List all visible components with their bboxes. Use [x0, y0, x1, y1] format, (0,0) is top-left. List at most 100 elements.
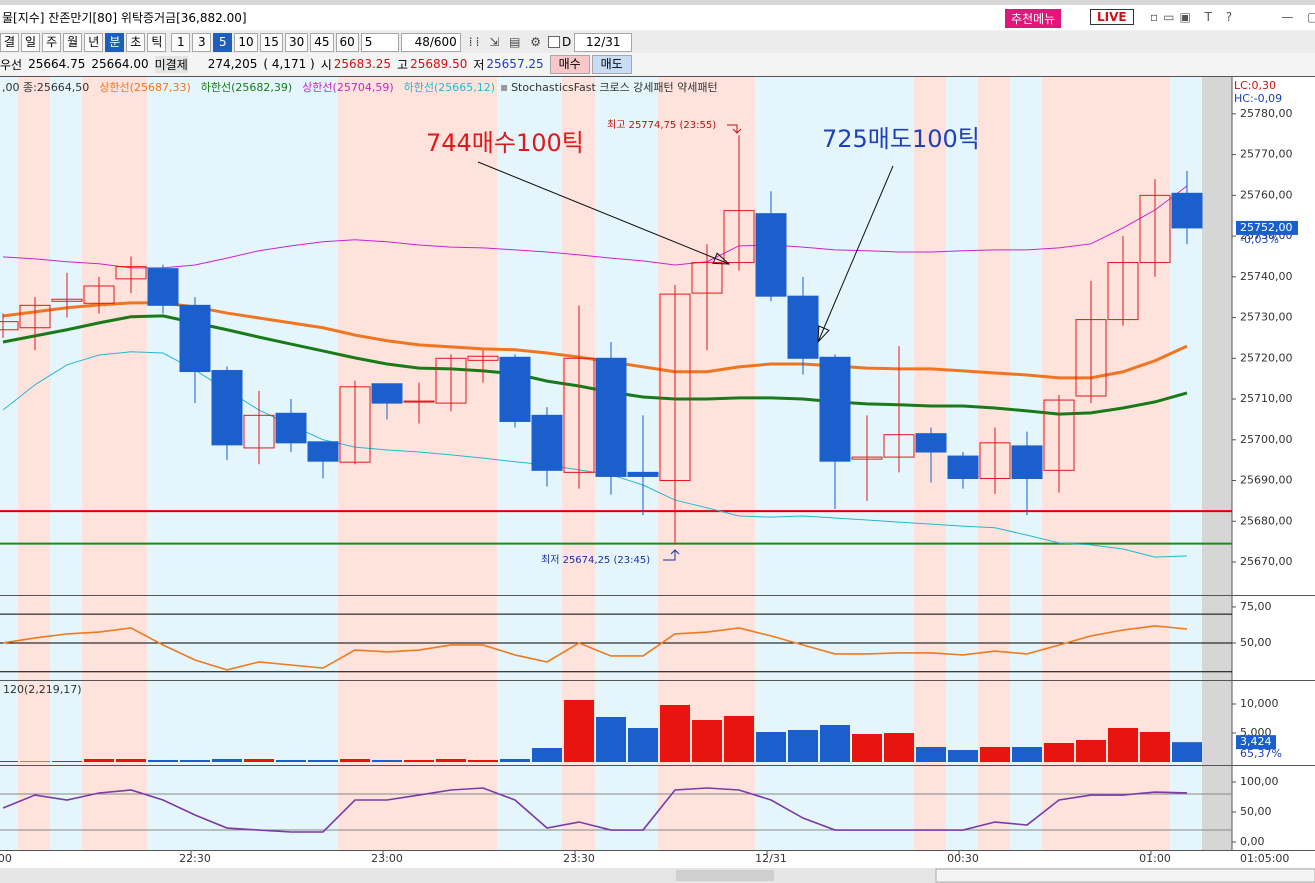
session-stripe	[147, 76, 338, 850]
candle-body	[147, 268, 179, 306]
checkbox[interactable]	[548, 36, 561, 48]
volume-bar	[0, 761, 18, 763]
volume-bar	[1044, 743, 1074, 763]
session-stripe	[82, 76, 147, 850]
interval-button[interactable]: 5	[213, 32, 233, 52]
volume-bar	[884, 733, 914, 763]
candle-body	[243, 414, 275, 449]
last-price-label: 25752,00	[1240, 221, 1293, 234]
quote-label: 미결제	[154, 55, 188, 73]
volume-bar	[1108, 728, 1138, 763]
high-marker	[727, 124, 742, 134]
volume-bar	[276, 760, 306, 763]
legend-entry: 하한선(25682,39)	[201, 80, 292, 94]
candle-body	[1043, 399, 1075, 471]
quote-value: 274,205	[207, 57, 258, 71]
session-stripe	[978, 76, 1010, 850]
quote-value: 25683.25	[333, 57, 392, 71]
volume-bar	[724, 716, 754, 763]
interval-button[interactable]: 60	[335, 32, 359, 52]
x-tick-label: 23:30	[563, 852, 595, 865]
volume-bar	[372, 760, 402, 763]
toolbar: 결 일 주 월 년 분 초 틱 1 3 5 10 15 30 45 60 5 4…	[0, 31, 1315, 53]
quote-value: ( 4,171 )	[263, 57, 315, 71]
change-label: -0,03%	[1240, 233, 1279, 246]
volume-bar	[1076, 740, 1106, 763]
volume-bar	[852, 733, 882, 763]
volume-bar	[308, 760, 338, 763]
period-button[interactable]: 월	[63, 32, 83, 52]
date-field[interactable]: 12/31	[574, 32, 633, 52]
y-tick-label: 25720,00	[1240, 351, 1293, 364]
ratio-label: 65,37%	[1240, 747, 1282, 760]
volume-bar	[788, 730, 818, 763]
candle-body	[435, 357, 467, 404]
candle-body	[115, 266, 147, 280]
candle-body	[275, 412, 307, 444]
period-button[interactable]: 결	[0, 32, 20, 52]
volume-bar	[84, 759, 114, 763]
quote-value: 25664.00	[91, 57, 149, 71]
quote-value: 25657.25	[486, 57, 544, 71]
period-button[interactable]: 틱	[147, 32, 167, 52]
candle-body	[1075, 319, 1107, 397]
volume-bar	[436, 759, 466, 763]
x-tick-label: 01:00	[1139, 852, 1171, 865]
candle-body	[723, 210, 755, 264]
volume-bar	[52, 761, 82, 763]
hc-label: HC:-0,09	[1234, 92, 1282, 105]
period-button[interactable]: 일	[21, 32, 41, 52]
time-axis	[0, 851, 1232, 868]
interval-button[interactable]: 15	[259, 32, 283, 52]
volume-bar	[820, 725, 850, 763]
y-tick-label: 10,000	[1240, 697, 1279, 710]
volume-bar	[1012, 747, 1042, 763]
period-button[interactable]: 초	[126, 32, 146, 52]
legend-entry: 상한선(25687,33)	[99, 81, 190, 94]
count-field[interactable]: 48/600	[400, 32, 461, 52]
buy-button[interactable]: 매수	[549, 54, 590, 74]
legend-entry: 상한선(25704,59)	[302, 81, 393, 94]
interval-button[interactable]: 10	[234, 32, 258, 52]
y-tick-label: 50,00	[1240, 636, 1272, 649]
period-button[interactable]: 분	[105, 32, 125, 52]
interval-button[interactable]: 3	[192, 32, 212, 52]
candle-body	[915, 433, 947, 453]
candle-body	[51, 298, 83, 302]
volume-bar	[244, 759, 274, 763]
volume-bar	[564, 699, 594, 763]
volume-bar	[468, 760, 498, 763]
window-icons[interactable]: ▫▭▣ T ? — ▢ ✕	[1150, 10, 1315, 24]
session-stripe	[1042, 76, 1170, 850]
interval-button[interactable]: 45	[310, 32, 334, 52]
quote-bar: 우선 25664.75 25664.00 미결제 274,205 ( 4,171…	[0, 53, 1315, 75]
scroll-controls[interactable]	[935, 868, 1315, 883]
candle-body	[979, 442, 1011, 479]
interval-button[interactable]: 30	[284, 32, 309, 52]
period-button[interactable]: 주	[42, 32, 62, 52]
candle-body	[755, 213, 787, 297]
volume-bar	[148, 760, 178, 763]
menu-button[interactable]: 추천메뉴	[1005, 9, 1062, 28]
y-tick-label: 25760,00	[1240, 188, 1293, 201]
right-margin	[1202, 76, 1232, 850]
sell-button[interactable]: 매도	[591, 54, 632, 74]
candle-body	[691, 262, 723, 294]
candle-body	[403, 400, 435, 403]
quote-label: 시	[320, 57, 332, 72]
tool-icons[interactable]: ⁞⁞ ⇲ ▤ ⚙	[468, 35, 545, 49]
scroll-thumb	[676, 870, 774, 881]
live-button[interactable]: LIVE	[1090, 9, 1134, 25]
candle-body	[531, 414, 563, 471]
arrow-head	[817, 325, 830, 344]
candle-body	[467, 355, 499, 361]
candle-body	[819, 356, 851, 462]
period-button[interactable]: 년	[84, 32, 104, 52]
x-tick-label: 23:00	[371, 852, 403, 865]
interval-button[interactable]: 1	[171, 32, 191, 52]
unit-select[interactable]: 5	[360, 32, 399, 52]
candle-body	[659, 293, 691, 482]
indicator-line	[2, 787, 1188, 833]
